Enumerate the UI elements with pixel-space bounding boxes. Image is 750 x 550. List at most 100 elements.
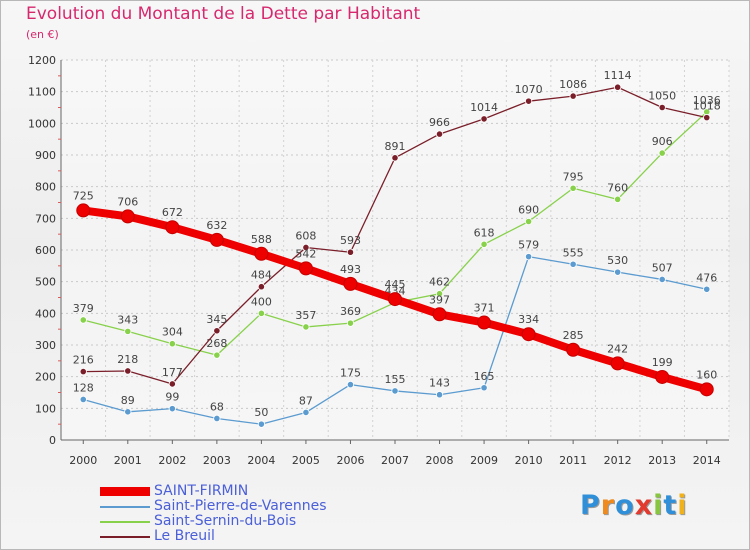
data-point xyxy=(703,114,711,122)
x-tick-label: 2011 xyxy=(559,454,587,467)
data-label: 285 xyxy=(563,329,584,342)
y-tick-label: 1100 xyxy=(28,86,56,99)
data-label: 345 xyxy=(206,313,227,326)
data-label: 493 xyxy=(340,263,361,276)
data-point xyxy=(124,327,132,335)
data-label: 371 xyxy=(474,302,495,315)
data-point xyxy=(388,292,402,307)
chart-subtitle: (en €) xyxy=(26,28,59,41)
data-label: 484 xyxy=(251,269,272,282)
data-label: 343 xyxy=(117,313,138,326)
data-label: 87 xyxy=(299,394,313,407)
data-point xyxy=(435,391,444,399)
legend-label: SAINT-FIRMIN xyxy=(154,483,249,499)
data-point xyxy=(655,369,670,384)
data-point xyxy=(566,342,581,357)
data-point xyxy=(614,83,622,91)
y-tick-label: 900 xyxy=(35,149,56,162)
data-point xyxy=(435,290,444,298)
y-tick-label: 1200 xyxy=(28,54,56,67)
data-label: 369 xyxy=(340,305,361,318)
legend-swatch xyxy=(100,487,150,496)
y-tick-label: 100 xyxy=(35,402,56,415)
x-tick-label: 2007 xyxy=(381,454,409,467)
data-point xyxy=(391,387,399,395)
data-label: 608 xyxy=(295,229,316,242)
data-label: 542 xyxy=(295,247,316,260)
data-point xyxy=(569,260,577,268)
data-point xyxy=(168,340,176,348)
data-label: 143 xyxy=(429,377,450,390)
data-point xyxy=(614,268,622,276)
data-label: 706 xyxy=(117,195,138,208)
x-tick-label: 2002 xyxy=(158,454,186,467)
data-point xyxy=(346,319,355,327)
data-label: 632 xyxy=(206,219,227,232)
y-tick-label: 0 xyxy=(49,434,56,447)
data-label: 155 xyxy=(385,373,406,386)
x-tick-label: 2004 xyxy=(247,454,275,467)
data-point xyxy=(703,285,711,293)
x-tick-label: 2008 xyxy=(426,454,454,467)
data-label: 177 xyxy=(162,366,183,379)
data-label: 1036 xyxy=(693,94,721,107)
data-label: 1114 xyxy=(604,69,632,82)
data-label: 1050 xyxy=(648,90,676,103)
data-point xyxy=(298,261,313,276)
data-point xyxy=(524,97,533,105)
x-tick-label: 2006 xyxy=(336,454,364,467)
data-point xyxy=(302,243,310,252)
data-point xyxy=(614,195,622,203)
x-tick-label: 2013 xyxy=(648,454,676,467)
legend-label: Le Breuil xyxy=(154,528,215,544)
x-tick-label: 2000 xyxy=(69,454,97,467)
data-point xyxy=(213,414,221,423)
y-tick-label: 400 xyxy=(35,307,56,320)
data-label: 725 xyxy=(73,189,94,202)
data-label: 891 xyxy=(385,140,406,153)
data-point xyxy=(569,92,577,100)
data-label: 555 xyxy=(563,246,584,259)
x-tick-label: 2001 xyxy=(114,454,142,467)
data-point xyxy=(658,149,666,157)
y-tick-label: 800 xyxy=(35,181,56,194)
data-point xyxy=(524,253,533,261)
data-point xyxy=(658,275,666,284)
data-point xyxy=(432,307,447,322)
series-saint-pierre-de-varennes: 128 89 99 68 50 87 175 155 143 165 579 555 530 507 476 xyxy=(73,239,717,428)
legend-swatch xyxy=(100,521,150,523)
data-label: 165 xyxy=(474,370,495,383)
data-point xyxy=(346,248,355,256)
data-point xyxy=(391,154,399,162)
data-label: 218 xyxy=(117,353,138,366)
data-point xyxy=(521,327,536,342)
x-tick-label: 2012 xyxy=(604,454,632,467)
data-label: 216 xyxy=(73,354,94,367)
data-point xyxy=(168,380,176,388)
data-point xyxy=(480,384,488,392)
data-point xyxy=(480,240,488,248)
data-point xyxy=(79,367,87,376)
data-point xyxy=(213,327,221,335)
data-point xyxy=(302,323,310,331)
y-tick-label: 600 xyxy=(35,244,56,257)
data-label: 268 xyxy=(206,337,227,350)
data-point xyxy=(254,246,269,261)
data-point xyxy=(213,351,221,359)
data-label: 760 xyxy=(607,181,628,194)
data-point xyxy=(658,103,666,112)
y-tick-label: 700 xyxy=(35,212,56,225)
data-point xyxy=(257,309,265,317)
data-point xyxy=(76,203,91,218)
data-point xyxy=(209,232,224,247)
data-label: 462 xyxy=(429,276,450,289)
data-point xyxy=(79,395,87,404)
data-label: 242 xyxy=(607,342,628,355)
data-label: 588 xyxy=(251,233,272,246)
data-label: 1086 xyxy=(559,78,587,91)
data-label: 906 xyxy=(652,135,673,148)
y-tick-label: 500 xyxy=(35,276,56,289)
legend-swatch xyxy=(100,506,150,508)
x-tick-label: 2009 xyxy=(470,454,498,467)
